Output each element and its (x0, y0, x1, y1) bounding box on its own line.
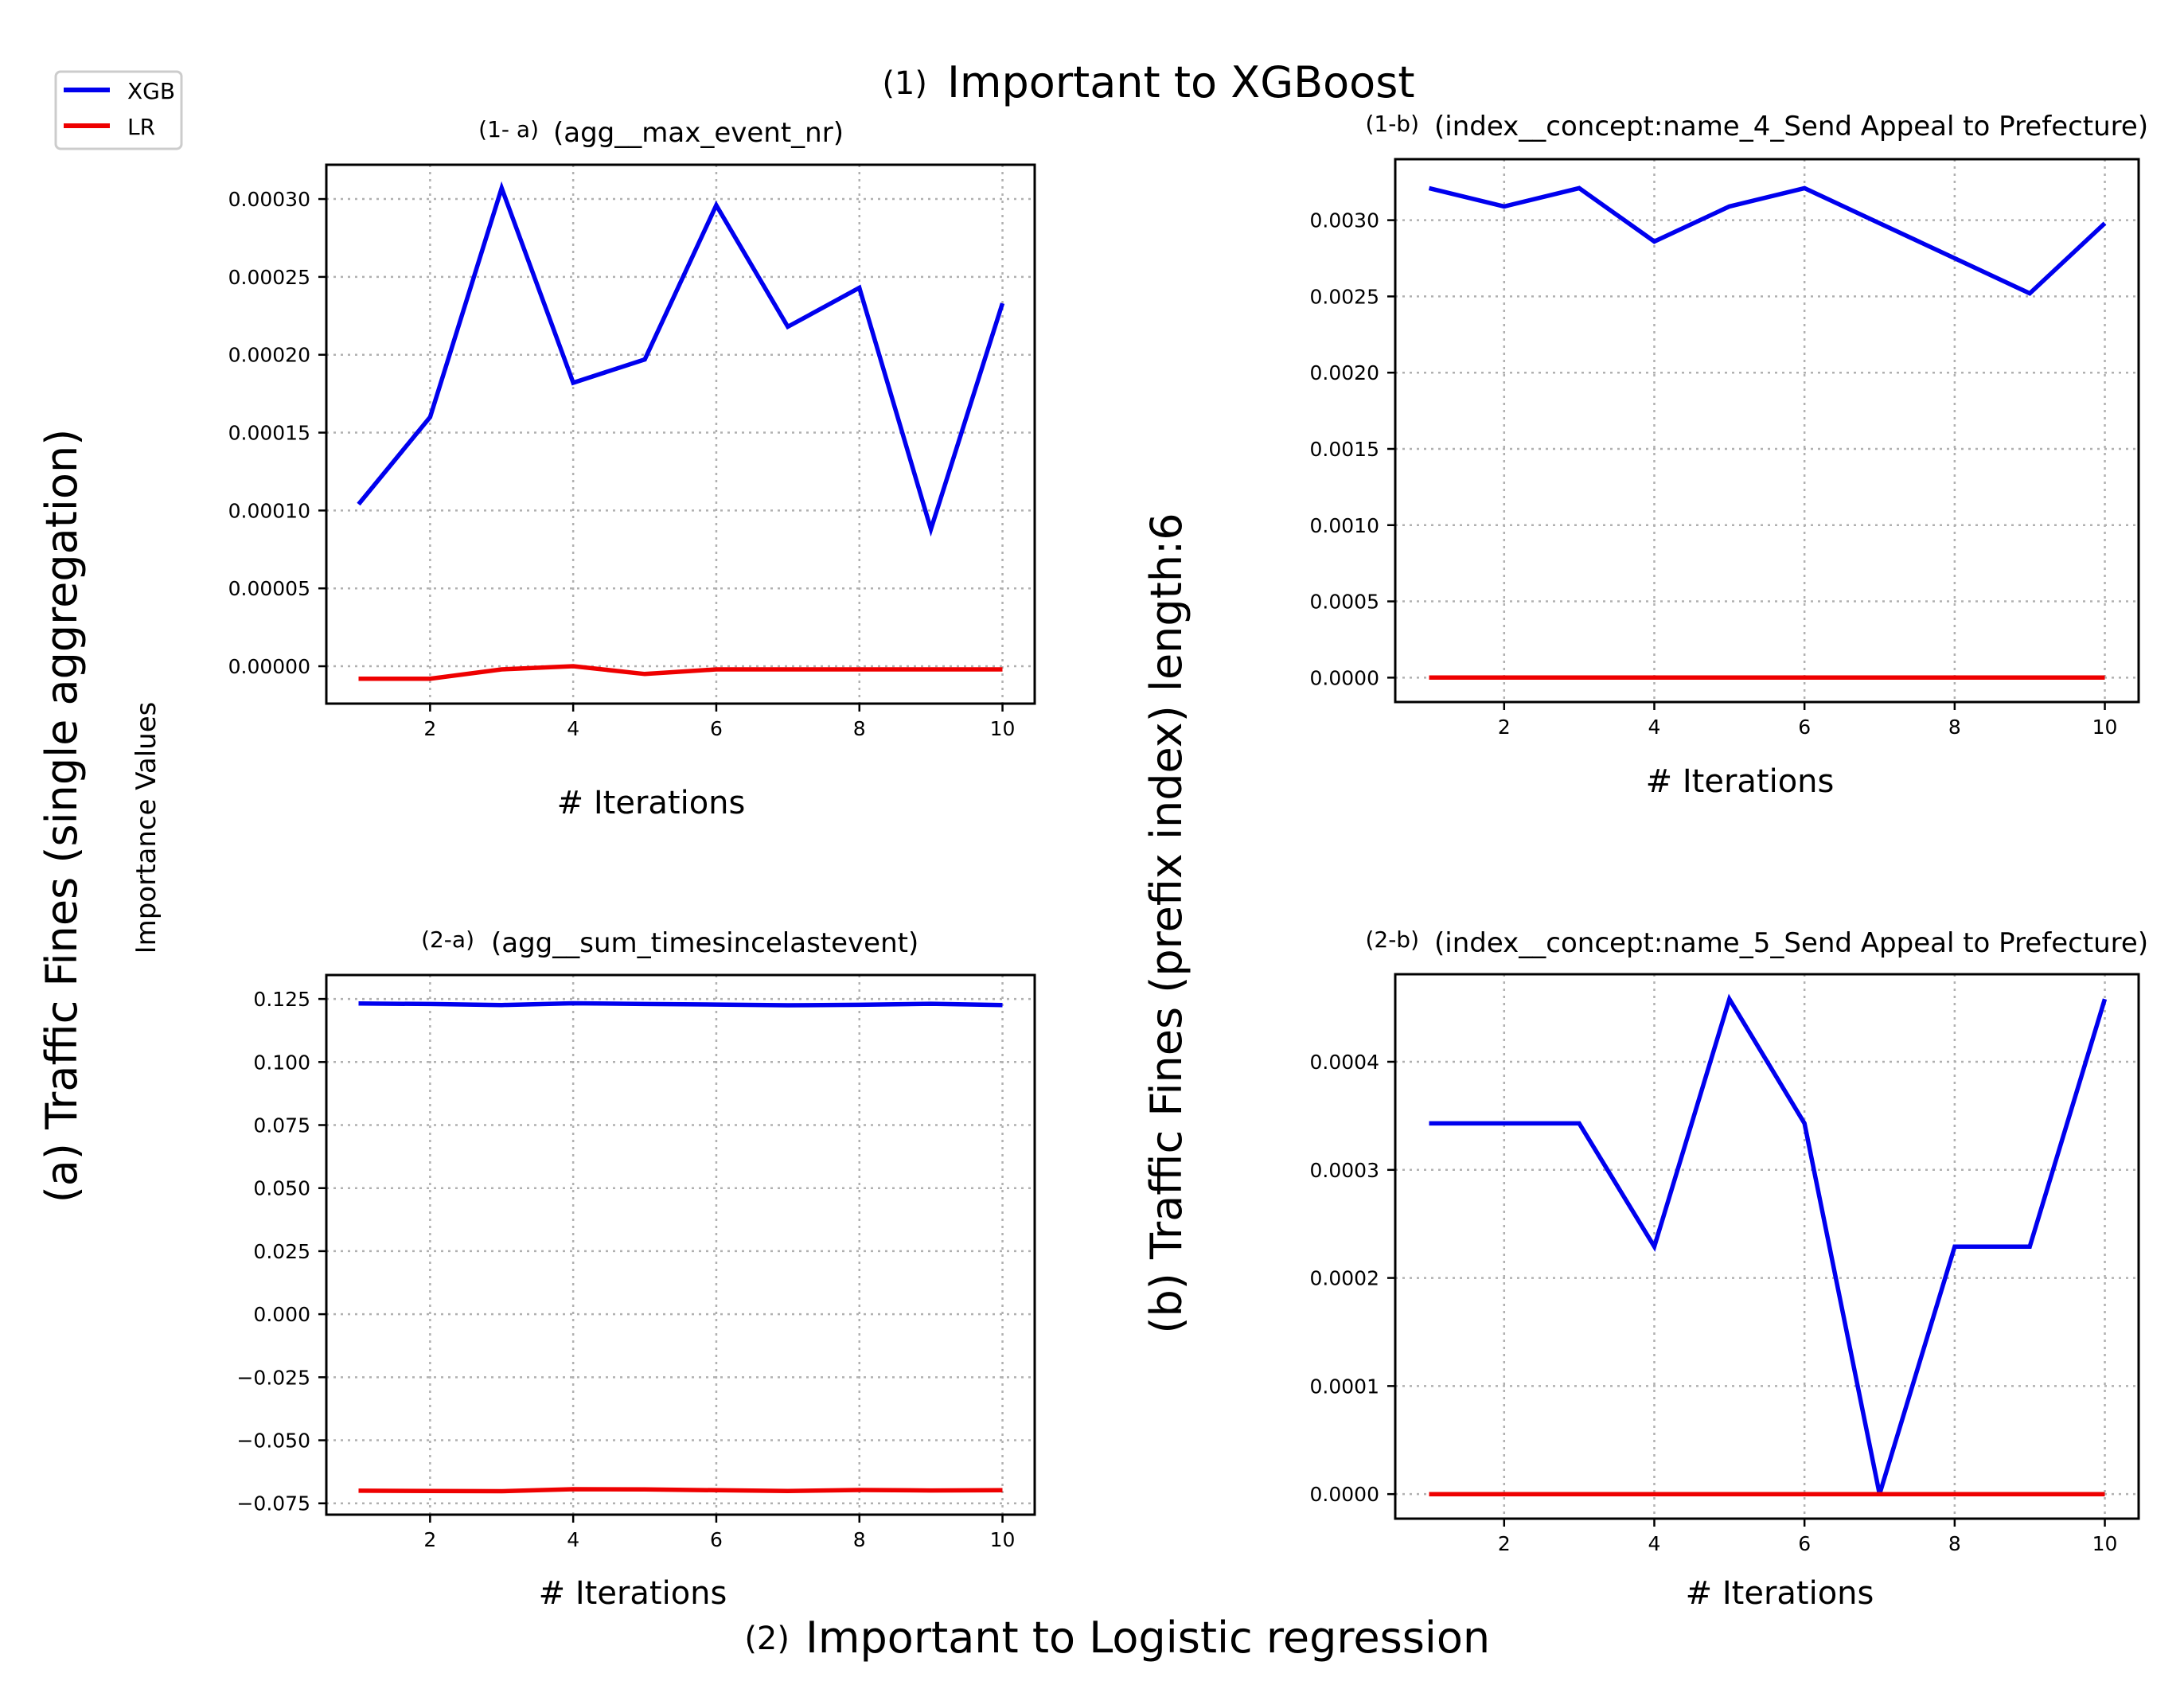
panel-label: (2-b) (1365, 926, 1419, 953)
x-axis-label: # Iterations (1686, 1575, 1874, 1612)
middle-row-label: (b) Traffic Fines (prefix index) length:… (1141, 513, 1191, 1333)
series-line-xgb (358, 1000, 1003, 1008)
y-tick-label: 0.0004 (1310, 1051, 1379, 1074)
y-tick-label: 0.00025 (228, 266, 310, 289)
x-tick-label: 8 (853, 717, 866, 740)
y-tick-label: 0.100 (253, 1051, 310, 1074)
y-tick-label: 0.0002 (1310, 1267, 1379, 1290)
x-tick-label: 10 (2092, 716, 2118, 739)
y-tick-label: 0.00020 (228, 344, 310, 367)
chart-panel-1a: (1- a) (agg__max_event_nr) # Iterations … (228, 116, 1036, 821)
chart-title: (agg__sum_timesincelastevent) (491, 927, 918, 959)
x-tick-label: 4 (567, 717, 579, 740)
chart-title: (agg__max_event_nr) (553, 117, 844, 149)
y-tick-label: 0.0003 (1310, 1159, 1379, 1182)
axes-frame (325, 973, 1036, 1516)
legend: XGB LR (54, 70, 183, 150)
x-tick-label: 2 (423, 1528, 436, 1551)
x-tick-label: 2 (423, 717, 436, 740)
x-tick-label: 4 (1648, 716, 1661, 739)
y-tick-label: 0.000 (253, 1303, 310, 1326)
axes-frame (1394, 158, 2140, 704)
y-tick-label: 0.0015 (1310, 438, 1379, 461)
y-tick-label: −0.025 (236, 1366, 310, 1389)
left-axis-label: Importance Values (131, 702, 162, 954)
x-tick-label: 10 (990, 1528, 1016, 1551)
y-tick-label: 0.075 (253, 1114, 310, 1137)
y-tick-label: 0.00030 (228, 188, 310, 211)
top-title-number: (1) (882, 65, 927, 102)
y-tick-label: 0.0025 (1310, 285, 1379, 308)
x-axis-label: # Iterations (1646, 763, 1835, 800)
chart-panel-2a: (2-a) (agg__sum_timesincelastevent) # It… (236, 926, 1036, 1612)
chart-panel-2b: (2-b) (index__concept:name_5_Send Appeal… (1310, 926, 2149, 1612)
y-tick-label: 0.0005 (1310, 591, 1379, 614)
panel-label: (2-a) (421, 926, 474, 953)
x-tick-label: 8 (1948, 1532, 1961, 1555)
top-title: Important to XGBoost (947, 57, 1415, 107)
x-tick-label: 6 (710, 717, 723, 740)
y-tick-label: 0.125 (253, 988, 310, 1011)
left-row-label: (a) Traffic Fines (single aggregation) (37, 429, 87, 1203)
y-tick-label: 0.0010 (1310, 514, 1379, 537)
y-tick-label: 0.0000 (1310, 666, 1379, 689)
x-tick-label: 8 (1948, 716, 1961, 739)
x-tick-label: 2 (1498, 1532, 1511, 1555)
y-tick-label: 0.00000 (228, 655, 310, 678)
x-tick-label: 6 (1798, 1532, 1811, 1555)
series-line-xgb (1429, 993, 2108, 1495)
series-line-xgb (357, 181, 1005, 537)
y-tick-label: 0.00005 (228, 577, 310, 600)
y-tick-label: 0.0000 (1310, 1483, 1379, 1506)
panel-label: (1- a) (478, 116, 539, 142)
y-tick-label: −0.050 (236, 1430, 310, 1453)
x-axis-label: # Iterations (557, 785, 746, 821)
y-tick-label: 0.00010 (228, 499, 310, 522)
axes-frame (325, 163, 1036, 705)
x-axis-label: # Iterations (539, 1575, 727, 1612)
y-tick-label: 0.00015 (228, 422, 310, 445)
x-tick-label: 6 (1798, 716, 1811, 739)
y-tick-label: −0.075 (236, 1492, 310, 1515)
chart-title: (index__concept:name_5_Send Appeal to Pr… (1434, 927, 2148, 959)
x-tick-label: 10 (2092, 1532, 2118, 1555)
panel-label: (1-b) (1365, 111, 1419, 137)
x-tick-label: 2 (1498, 716, 1511, 739)
legend-lr-label: LR (127, 114, 155, 140)
series-line-xgb (1428, 185, 2107, 296)
x-tick-label: 6 (710, 1528, 723, 1551)
y-tick-label: 0.0030 (1310, 209, 1379, 232)
axes-frame (1394, 973, 2140, 1520)
x-tick-label: 8 (853, 1528, 866, 1551)
bottom-title-number: (2) (744, 1621, 790, 1657)
x-tick-label: 4 (567, 1528, 579, 1551)
y-tick-label: 0.025 (253, 1240, 310, 1263)
y-tick-label: 0.0020 (1310, 361, 1379, 384)
chart-title: (index__concept:name_4_Send Appeal to Pr… (1434, 111, 2148, 142)
y-tick-label: 0.050 (253, 1177, 310, 1200)
chart-panel-1b: (1-b) (index__concept:name_4_Send Appeal… (1310, 111, 2149, 800)
series-line-lr (358, 1487, 1003, 1494)
legend-xgb-label: XGB (127, 78, 175, 104)
x-tick-label: 4 (1648, 1532, 1661, 1555)
bottom-title: Important to Logistic regression (805, 1613, 1490, 1663)
y-tick-label: 0.0001 (1310, 1375, 1379, 1398)
series-line-lr (358, 664, 1003, 681)
x-tick-label: 10 (990, 717, 1016, 740)
